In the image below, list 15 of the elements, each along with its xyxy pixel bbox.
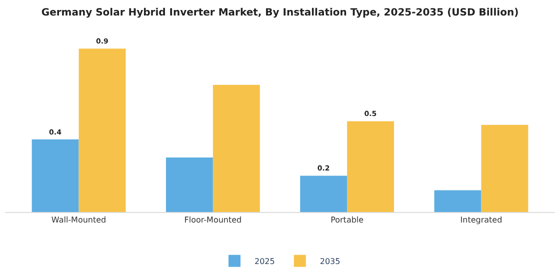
- bar: [32, 139, 79, 212]
- bar: [300, 176, 348, 212]
- bar: [78, 48, 126, 212]
- x-tick-label: Integrated: [460, 216, 502, 225]
- legend-label: 2035: [320, 257, 340, 266]
- bar: [212, 84, 260, 212]
- bar: [166, 158, 213, 212]
- x-tick-label: Floor-Mounted: [184, 216, 242, 225]
- x-tick-label: Wall-Mounted: [51, 216, 106, 225]
- bar: [481, 124, 528, 212]
- x-tick-label: Portable: [330, 216, 364, 225]
- chart-title: Germany Solar Hybrid Inverter Market, By Installation Type, 2025-2035 (USD Billion): [41, 7, 519, 18]
- legend-label: 2025: [254, 257, 275, 266]
- bar: [347, 121, 394, 212]
- bar: [434, 190, 482, 212]
